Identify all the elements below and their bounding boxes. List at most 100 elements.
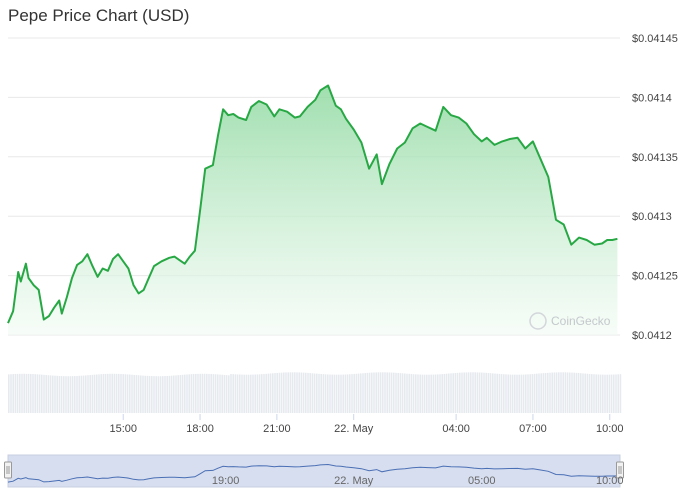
volume-bars bbox=[8, 372, 622, 413]
volume-bar bbox=[520, 374, 523, 413]
volume-bar bbox=[507, 374, 509, 413]
volume-bar bbox=[597, 374, 600, 413]
volume-bar bbox=[162, 376, 164, 413]
volume-bar bbox=[118, 373, 120, 413]
volume-bar bbox=[430, 374, 432, 413]
volume-bar bbox=[588, 373, 591, 413]
volume-bar bbox=[342, 374, 344, 413]
volume-bar bbox=[232, 374, 234, 413]
volume-bar bbox=[67, 376, 69, 413]
volume-bar bbox=[8, 374, 10, 413]
volume-bar bbox=[335, 374, 338, 413]
volume-bar bbox=[137, 375, 140, 413]
volume-bar bbox=[489, 373, 492, 413]
volume-bar bbox=[485, 372, 487, 413]
volume-bar bbox=[373, 372, 375, 413]
volume-bar bbox=[107, 373, 109, 413]
volume-bar bbox=[384, 372, 386, 413]
volume-bar bbox=[368, 372, 371, 413]
volume-bar bbox=[245, 374, 248, 413]
volume-bar bbox=[74, 376, 76, 413]
volume-bar bbox=[573, 372, 575, 413]
volume-bar bbox=[300, 372, 303, 413]
volume-bar bbox=[487, 373, 490, 413]
volume-bar bbox=[344, 374, 347, 413]
volume-bar bbox=[448, 373, 450, 413]
volume-bar bbox=[533, 373, 536, 413]
volume-bar bbox=[421, 374, 424, 413]
volume-bar bbox=[595, 374, 597, 413]
volume-bar bbox=[553, 372, 556, 413]
volume-bar bbox=[386, 372, 388, 413]
volume-bar bbox=[206, 373, 208, 413]
volume-bar bbox=[357, 373, 360, 413]
volume-bar bbox=[41, 374, 43, 413]
volume-bar bbox=[450, 373, 452, 413]
volume-bar bbox=[316, 373, 318, 413]
volume-bar bbox=[439, 374, 441, 413]
volume-bar bbox=[311, 373, 314, 413]
volume-bar bbox=[269, 373, 272, 413]
y-tick-label: $0.0412 bbox=[632, 330, 672, 342]
volume-bar bbox=[393, 372, 395, 413]
volume-bar bbox=[307, 372, 309, 413]
volume-bar bbox=[560, 372, 562, 413]
volume-bar bbox=[283, 372, 285, 413]
volume-bar bbox=[223, 374, 226, 413]
volume-bar bbox=[412, 374, 415, 413]
volume-bar bbox=[472, 372, 474, 413]
volume-bar bbox=[351, 374, 353, 413]
volume-bar bbox=[278, 372, 281, 413]
volume-bar bbox=[397, 372, 399, 413]
volume-bar bbox=[349, 374, 351, 413]
volume-bar bbox=[432, 374, 435, 413]
x-tick-label: 22. May bbox=[334, 423, 374, 435]
volume-bar bbox=[298, 372, 300, 413]
x-tick-label: 18:00 bbox=[186, 423, 214, 435]
navigator-selection[interactable] bbox=[7, 454, 621, 488]
volume-bar bbox=[463, 372, 465, 413]
volume-bar bbox=[511, 374, 514, 413]
volume-bar bbox=[555, 372, 558, 413]
volume-bar bbox=[195, 373, 197, 413]
range-navigator[interactable] bbox=[4, 454, 624, 488]
volume-bar bbox=[426, 374, 428, 413]
volume-bar bbox=[16, 373, 19, 413]
volume-bar bbox=[78, 375, 80, 413]
volume-bar bbox=[505, 374, 507, 413]
volume-bar bbox=[49, 375, 52, 413]
volume-bar bbox=[390, 372, 393, 413]
volume-bar bbox=[151, 376, 153, 413]
volume-bar bbox=[100, 374, 102, 413]
volume-bar bbox=[516, 374, 518, 413]
y-tick-label: $0.04145 bbox=[632, 33, 678, 45]
volume-bar bbox=[181, 374, 184, 413]
y-tick-label: $0.04125 bbox=[632, 271, 678, 283]
volume-bar bbox=[445, 373, 448, 413]
volume-bar bbox=[327, 374, 329, 413]
chart-title: Pepe Price Chart (USD) bbox=[8, 6, 190, 25]
volume-bar bbox=[459, 372, 461, 413]
price-series-line[interactable] bbox=[7, 84, 618, 324]
volume-bar bbox=[104, 373, 107, 413]
watermark-text: CoinGecko bbox=[551, 314, 611, 328]
volume-bar bbox=[45, 375, 47, 413]
navigator-right-handle[interactable] bbox=[616, 461, 624, 479]
volume-bar bbox=[419, 374, 421, 413]
volume-bar bbox=[254, 374, 256, 413]
volume-bar bbox=[166, 375, 168, 413]
volume-bar bbox=[250, 374, 252, 413]
navigator-left-handle[interactable] bbox=[4, 461, 12, 479]
volume-bar bbox=[500, 374, 503, 413]
volume-bar bbox=[294, 372, 296, 413]
volume-bar bbox=[164, 376, 166, 413]
volume-bar bbox=[217, 374, 219, 413]
volume-bar bbox=[443, 373, 446, 413]
volume-bar bbox=[509, 374, 512, 413]
volume-bar bbox=[38, 374, 41, 413]
volume-bar bbox=[89, 375, 91, 413]
volume-bar bbox=[82, 375, 85, 413]
volume-bar bbox=[494, 373, 496, 413]
